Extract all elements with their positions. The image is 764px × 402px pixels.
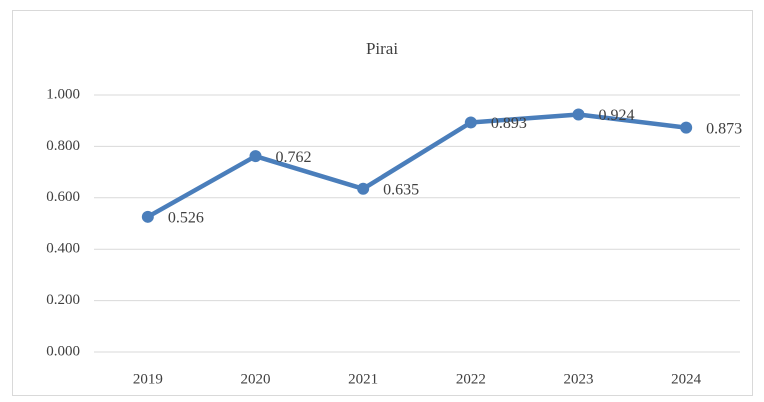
x-tick-label: 2023 [564,371,594,387]
y-tick-label: 0.400 [46,241,80,257]
chart-border [12,10,753,396]
data-label: 0.635 [383,181,419,198]
data-point [249,150,262,163]
data-label: 0.893 [491,115,527,132]
x-tick-label: 2021 [348,371,378,387]
x-tick-label: 2019 [133,371,163,387]
y-tick-label: 1.000 [46,86,80,102]
y-tick-label: 0.800 [46,138,80,154]
chart-title: Pirai [366,39,398,58]
data-point [464,116,477,129]
data-label: 0.526 [168,209,204,226]
y-tick-label: 0.600 [46,189,80,205]
y-tick-label: 0.200 [46,292,80,308]
y-tick-label: 0.000 [46,343,80,359]
x-tick-label: 2020 [241,371,271,387]
data-label: 0.873 [706,120,742,137]
data-point [141,210,154,223]
data-label: 0.762 [276,149,312,166]
x-tick-label: 2022 [456,371,486,387]
data-label: 0.924 [599,107,635,124]
data-point [357,182,370,195]
data-point [680,121,693,134]
data-line [145,112,689,220]
data-point [572,108,585,121]
x-tick-label: 2024 [671,371,702,387]
